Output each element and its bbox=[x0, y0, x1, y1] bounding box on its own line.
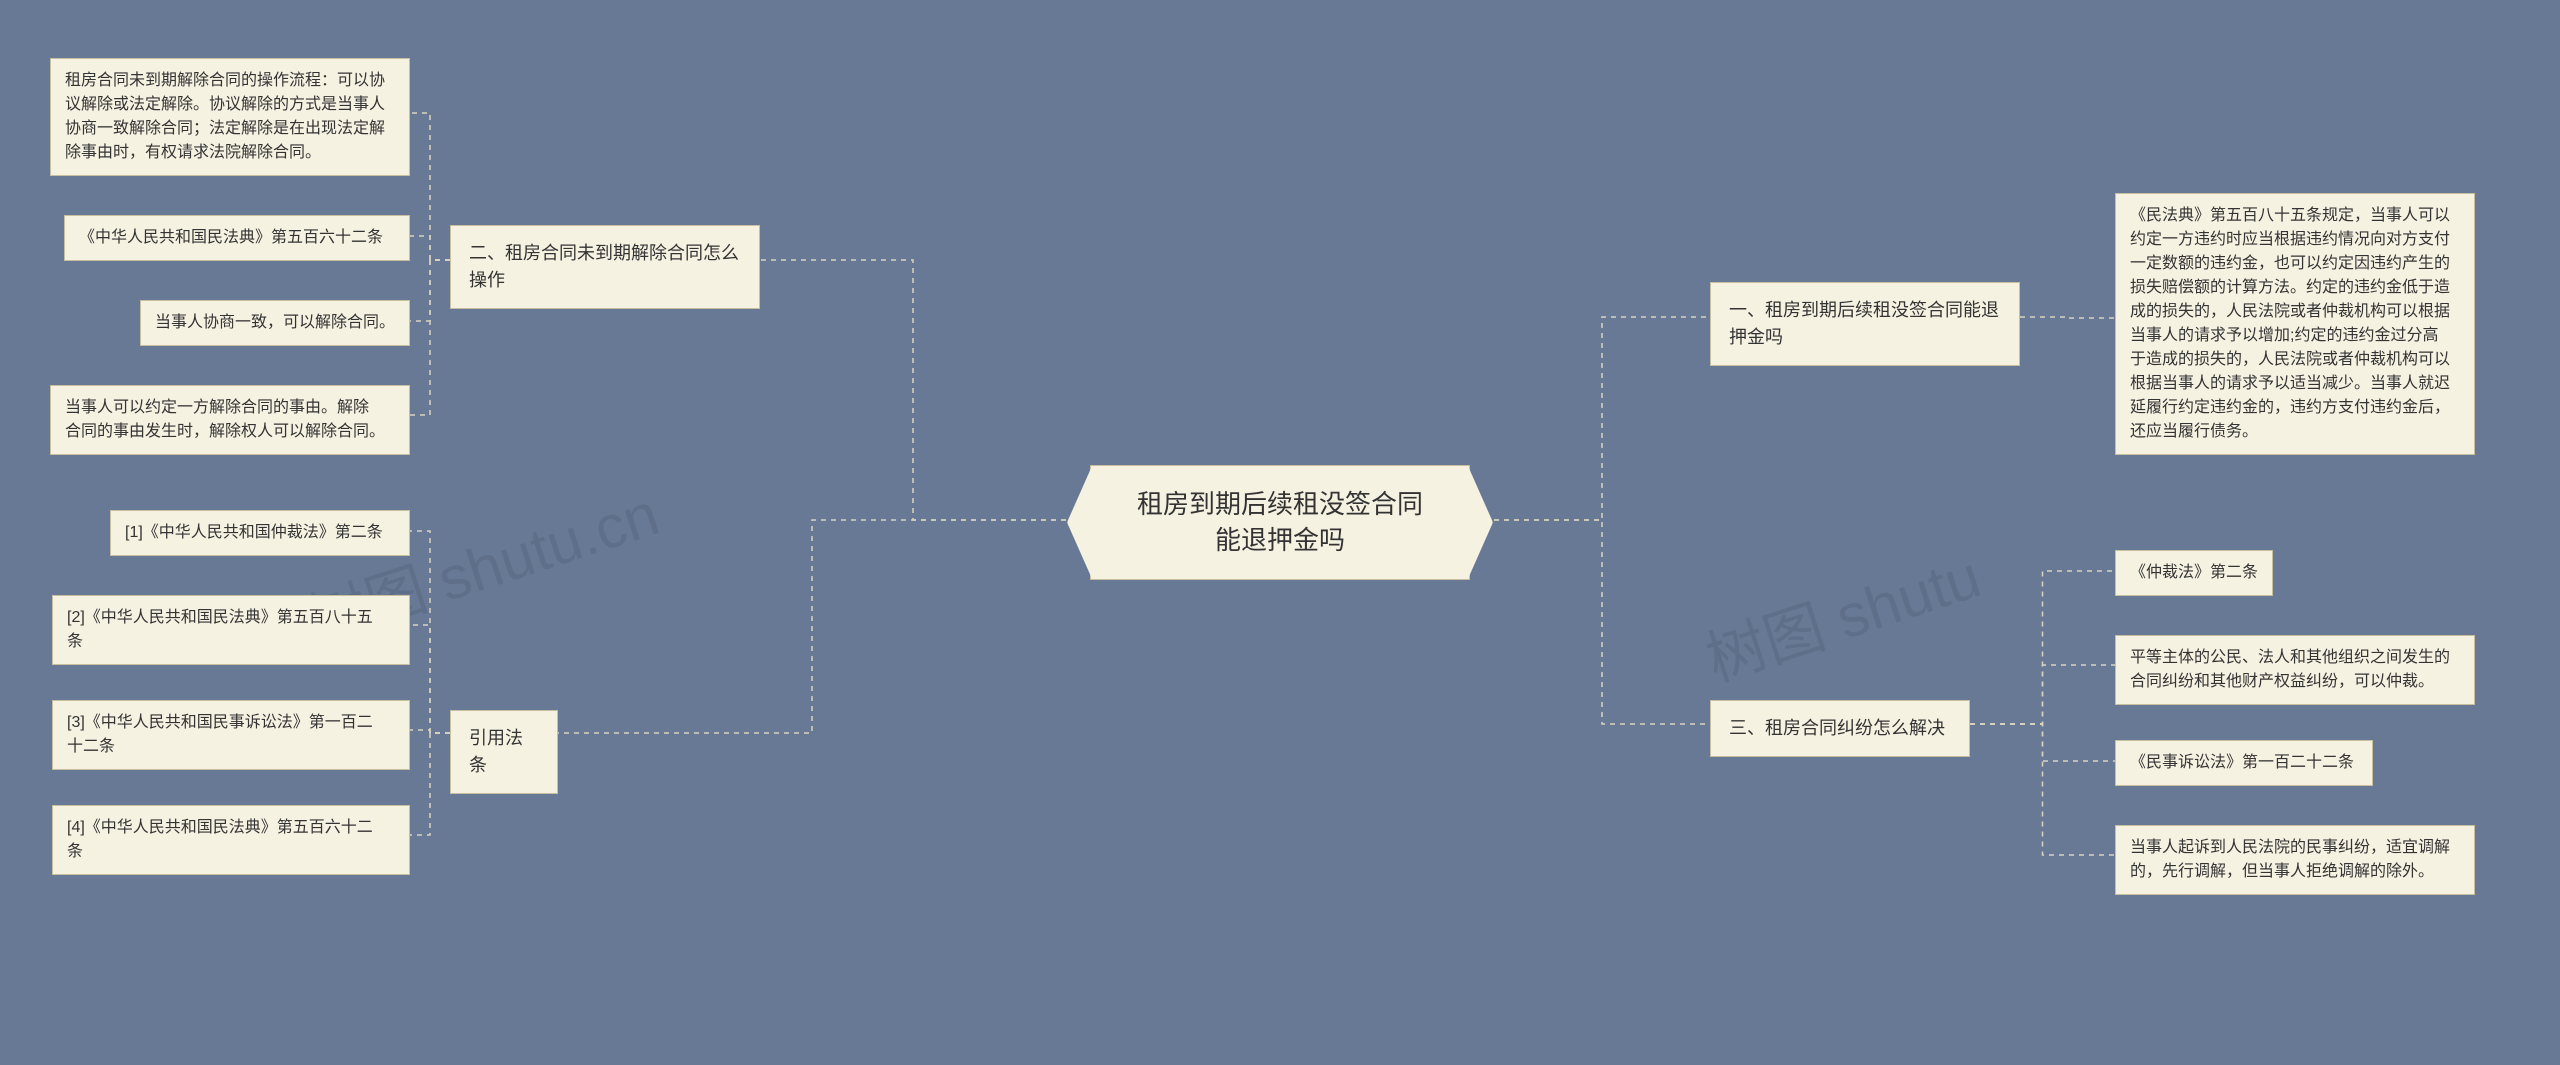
leaf-node: 《中华人民共和国民法典》第五百六十二条 bbox=[64, 215, 410, 261]
leaf-node: 《仲裁法》第二条 bbox=[2115, 550, 2273, 596]
leaf-node: 当事人可以约定一方解除合同的事由。解除合同的事由发生时，解除权人可以解除合同。 bbox=[50, 385, 410, 455]
leaf-node: 租房合同未到期解除合同的操作流程：可以协议解除或法定解除。协议解除的方式是当事人… bbox=[50, 58, 410, 176]
leaf-node: [2]《中华人民共和国民法典》第五百八十五条 bbox=[52, 595, 410, 665]
branch-node: 二、租房合同未到期解除合同怎么操作 bbox=[450, 225, 760, 309]
branch-node: 三、租房合同纠纷怎么解决 bbox=[1710, 700, 1970, 757]
leaf-node: 《民法典》第五百八十五条规定，当事人可以约定一方违约时应当根据违约情况向对方支付… bbox=[2115, 193, 2475, 455]
leaf-node: 当事人起诉到人民法院的民事纠纷，适宜调解的，先行调解，但当事人拒绝调解的除外。 bbox=[2115, 825, 2475, 895]
leaf-node: 当事人协商一致，可以解除合同。 bbox=[140, 300, 410, 346]
watermark: 树图 shutu bbox=[1693, 528, 1989, 698]
root-node: 租房到期后续租没签合同能退押金吗 bbox=[1090, 465, 1470, 580]
branch-node: 一、租房到期后续租没签合同能退押金吗 bbox=[1710, 282, 2020, 366]
leaf-node: 平等主体的公民、法人和其他组织之间发生的合同纠纷和其他财产权益纠纷，可以仲裁。 bbox=[2115, 635, 2475, 705]
leaf-node: [1]《中华人民共和国仲裁法》第二条 bbox=[110, 510, 410, 556]
leaf-node: [4]《中华人民共和国民法典》第五百六十二条 bbox=[52, 805, 410, 875]
leaf-node: [3]《中华人民共和国民事诉讼法》第一百二十二条 bbox=[52, 700, 410, 770]
branch-node: 引用法条 bbox=[450, 710, 558, 794]
leaf-node: 《民事诉讼法》第一百二十二条 bbox=[2115, 740, 2373, 786]
